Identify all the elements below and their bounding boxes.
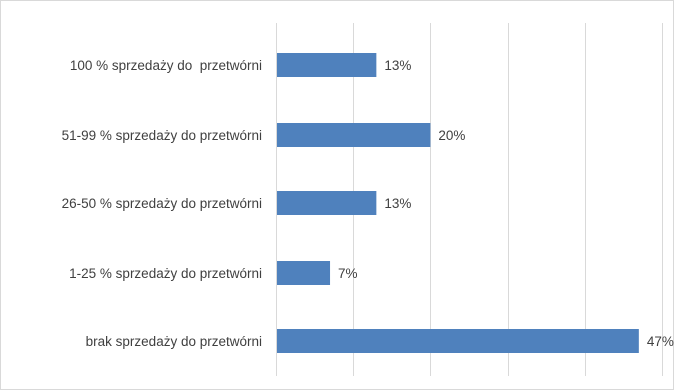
bar-5 xyxy=(277,329,639,353)
category-label-5: brak sprzedaży do przetwórni xyxy=(86,334,262,349)
data-label-3: 13% xyxy=(384,196,411,211)
bars xyxy=(277,53,639,353)
bar-4 xyxy=(277,261,331,285)
gridlines xyxy=(353,23,663,376)
data-label-5: 47% xyxy=(647,334,674,349)
data-label-1: 13% xyxy=(384,58,411,73)
category-label-3: 26-50 % sprzedaży do przetwórni xyxy=(62,196,262,211)
category-label-2: 51-99 % sprzedaży do przetwórni xyxy=(62,128,262,143)
data-label-2: 20% xyxy=(438,128,465,143)
data-label-4: 7% xyxy=(338,266,358,281)
labels: 100 % sprzedaży do przetwórni 13% 51-99 % … xyxy=(62,58,674,349)
category-label-4: 1-25 % sprzedaży do przetwórni xyxy=(69,266,262,281)
bar-1 xyxy=(277,53,377,77)
bar-2 xyxy=(277,123,431,147)
bar-3 xyxy=(277,191,377,215)
category-label-1: 100 % sprzedaży do przetwórni xyxy=(70,58,262,73)
